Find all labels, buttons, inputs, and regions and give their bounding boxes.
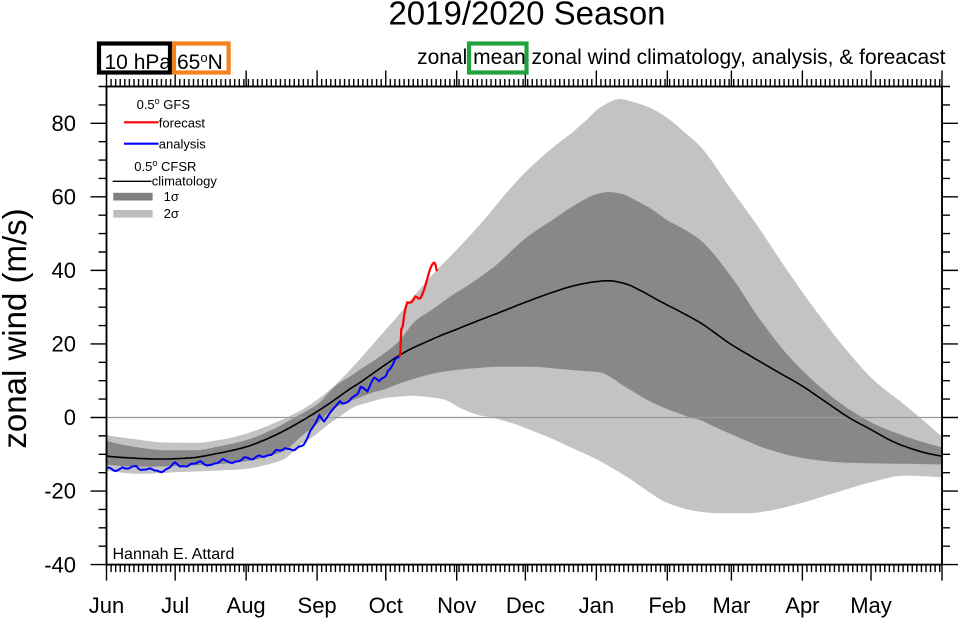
svg-text:Mar: Mar bbox=[712, 593, 750, 618]
svg-text:65oN: 65oN bbox=[177, 50, 223, 74]
svg-text:May: May bbox=[850, 593, 892, 618]
svg-text:60: 60 bbox=[52, 185, 76, 210]
svg-text:Feb: Feb bbox=[648, 593, 686, 618]
svg-text:Jun: Jun bbox=[89, 593, 124, 618]
svg-text:-40: -40 bbox=[44, 552, 76, 577]
svg-text:Jan: Jan bbox=[579, 593, 614, 618]
svg-text:-20: -20 bbox=[44, 479, 76, 504]
svg-text:zonal wind (m/s): zonal wind (m/s) bbox=[0, 208, 33, 448]
svg-text:80: 80 bbox=[52, 111, 76, 136]
svg-text:2019/2020 Season: 2019/2020 Season bbox=[388, 0, 665, 32]
svg-text:Hannah E. Attard: Hannah E. Attard bbox=[113, 546, 235, 563]
svg-text:20: 20 bbox=[52, 332, 76, 357]
svg-text:2σ: 2σ bbox=[164, 206, 179, 221]
svg-text:forecast: forecast bbox=[159, 115, 206, 130]
svg-text:0.5o CFSR: 0.5o CFSR bbox=[134, 158, 196, 174]
svg-text:0: 0 bbox=[64, 405, 76, 430]
svg-text:Nov: Nov bbox=[437, 593, 476, 618]
svg-text:10 hPa: 10 hPa bbox=[105, 51, 172, 74]
svg-text:Aug: Aug bbox=[227, 593, 266, 618]
svg-text:40: 40 bbox=[52, 258, 76, 283]
svg-text:zonal mean zonal wind climatol: zonal mean zonal wind climatology, analy… bbox=[417, 46, 946, 69]
svg-text:Apr: Apr bbox=[785, 593, 819, 618]
svg-text:analysis: analysis bbox=[159, 136, 206, 151]
svg-text:Jul: Jul bbox=[161, 593, 189, 618]
svg-text:Sep: Sep bbox=[298, 593, 337, 618]
svg-text:climatology: climatology bbox=[152, 173, 218, 188]
svg-text:1σ: 1σ bbox=[164, 189, 179, 204]
svg-text:0.5o GFS: 0.5o GFS bbox=[137, 96, 191, 112]
svg-text:Oct: Oct bbox=[369, 593, 403, 618]
svg-text:Dec: Dec bbox=[506, 593, 545, 618]
